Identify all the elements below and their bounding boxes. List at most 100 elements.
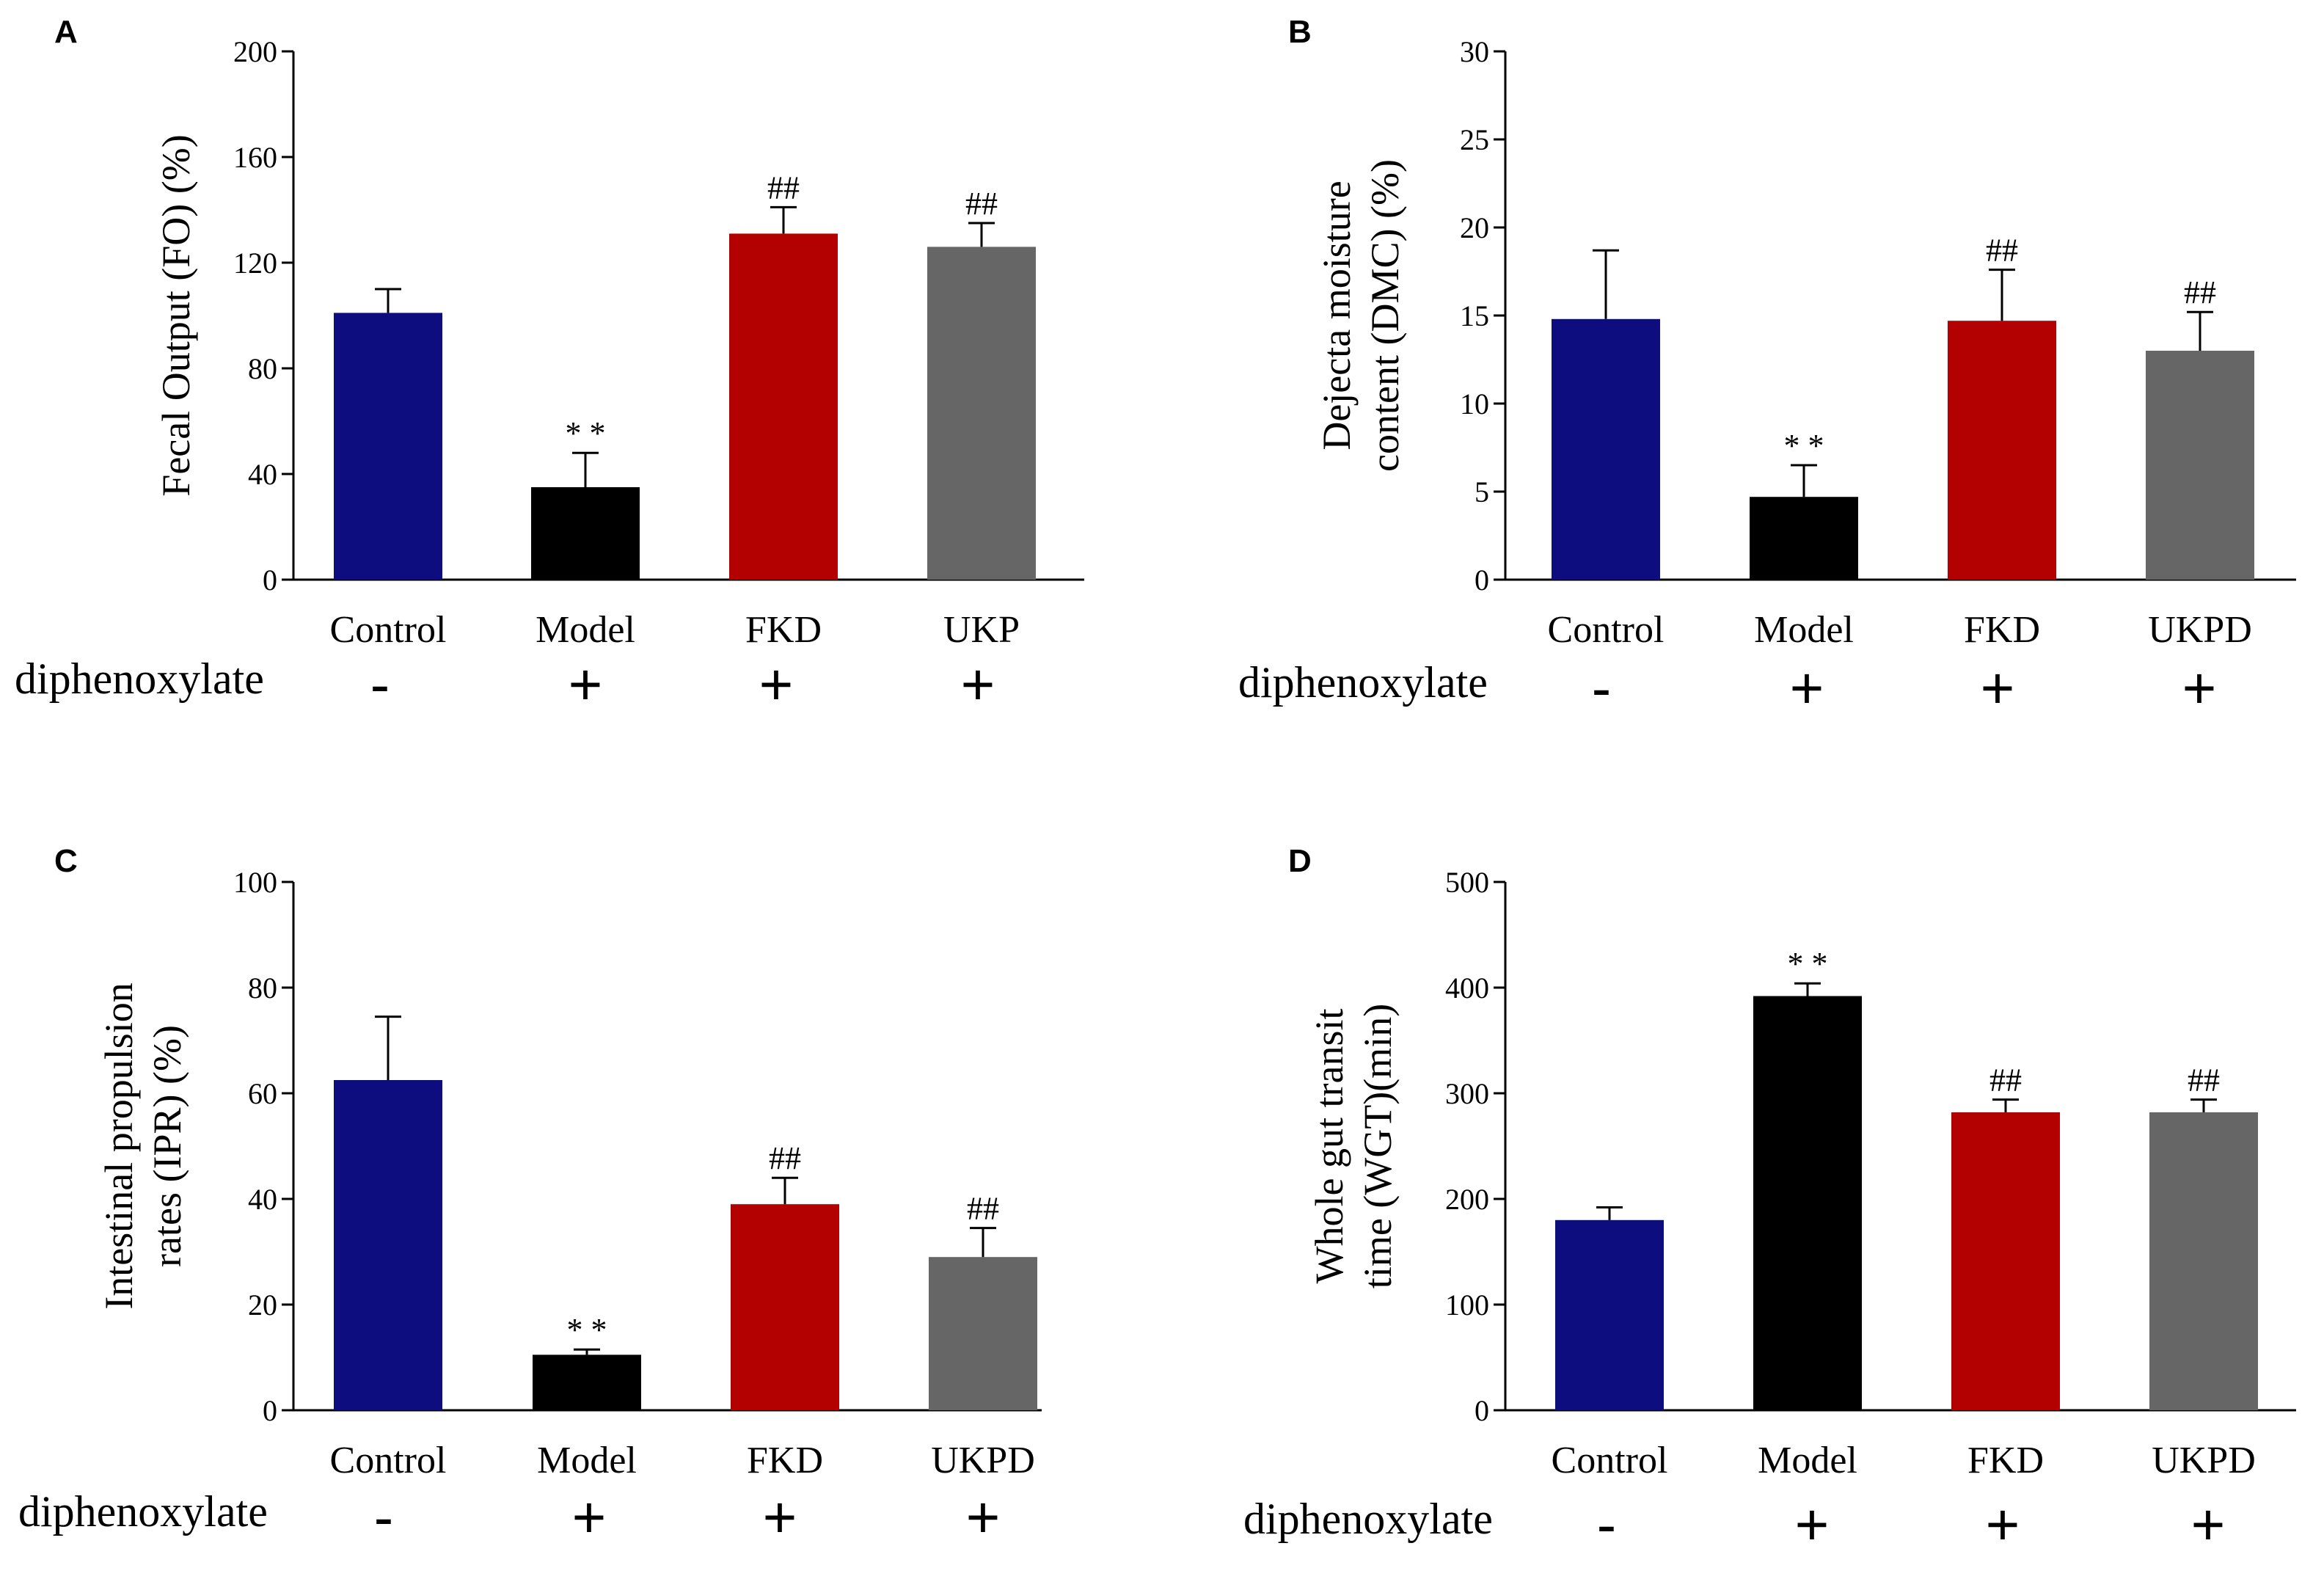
- y-axis-label-line: Fecal Output (FO) (%): [154, 134, 198, 496]
- category-label: Control: [1548, 609, 1665, 651]
- bar-fkd: [729, 233, 838, 580]
- treatment-sign: -: [1592, 655, 1612, 721]
- category-label: Control: [330, 1440, 447, 1481]
- category-label: Control: [330, 609, 447, 651]
- bar-fkd: [1951, 1112, 2060, 1410]
- y-tick-label: 15: [1460, 299, 1489, 332]
- y-tick-label: 10: [1460, 387, 1489, 420]
- y-tick-label: 0: [263, 1394, 277, 1427]
- y-tick-label: 40: [248, 458, 277, 491]
- panel-letter: A: [54, 14, 78, 50]
- y-tick-label: 40: [248, 1183, 277, 1216]
- treatment-sign: +: [763, 1484, 797, 1550]
- y-tick-label: 25: [1460, 123, 1489, 156]
- y-axis-label-line: Whole gut transit: [1307, 1009, 1351, 1284]
- treatment-sign: +: [1790, 655, 1824, 721]
- treatment-sign: +: [1981, 655, 2015, 721]
- bar-ukpd: [2149, 1112, 2258, 1410]
- treatment-sign: +: [1986, 1492, 2020, 1557]
- y-tick-label: 500: [1445, 866, 1489, 899]
- y-axis-label-line: content (DMC) (%): [1363, 159, 1407, 472]
- significance-label: * *: [1784, 428, 1824, 464]
- y-tick-label: 80: [248, 971, 277, 1004]
- treatment-sign: -: [1597, 1492, 1617, 1557]
- category-label: Model: [537, 1440, 637, 1481]
- y-axis-label-line: rates (IPR) (%): [145, 1025, 189, 1267]
- y-tick-label: 0: [263, 564, 277, 597]
- significance-label: ##: [767, 169, 800, 205]
- y-axis-label-line: time (WGT)(min): [1356, 1004, 1400, 1288]
- treatment-label: diphenoxylate: [18, 1487, 268, 1536]
- y-tick-label: 5: [1475, 475, 1489, 508]
- y-tick-label: 80: [248, 352, 277, 385]
- category-label: FKD: [1964, 609, 2040, 651]
- significance-label: * *: [1788, 946, 1828, 982]
- category-label: Control: [1552, 1440, 1668, 1481]
- category-label: UKPD: [931, 1440, 1035, 1481]
- treatment-sign: +: [2182, 655, 2217, 721]
- treatment-sign: -: [370, 652, 390, 717]
- bar-ukpd: [929, 1257, 1037, 1410]
- y-tick-label: 30: [1460, 35, 1489, 68]
- chart-panel-d: D 0 100 200 300 400 500 Whole gut transit time (…: [1243, 843, 2296, 1557]
- significance-label: ##: [769, 1140, 801, 1176]
- category-label: FKD: [747, 1440, 823, 1481]
- category-label: FKD: [1967, 1440, 2044, 1481]
- bar-model: [1750, 497, 1858, 580]
- treatment-sign: -: [374, 1484, 394, 1550]
- significance-label: ##: [965, 186, 998, 222]
- significance-label: ##: [1986, 233, 2018, 269]
- y-axis-label: Dejecta moisture content (DMC) (%): [1315, 159, 1407, 472]
- category-label: Model: [1758, 1440, 1857, 1481]
- treatment-sign: +: [569, 652, 603, 717]
- bar-control: [334, 313, 442, 580]
- y-tick-label: 300: [1445, 1077, 1489, 1110]
- y-tick-label: 0: [1475, 564, 1489, 597]
- y-axis-label: Intestinal propulsion rates (IPR) (%): [97, 982, 189, 1309]
- treatment-label: diphenoxylate: [1238, 658, 1488, 707]
- y-tick-label: 120: [233, 247, 277, 280]
- category-label: UKP: [943, 609, 1020, 651]
- chart-panel-b: B 0 5 10 15 20 25 30 Dejecta moisture content (DM…: [1238, 14, 2296, 721]
- y-tick-label: 100: [1445, 1288, 1489, 1321]
- y-tick-label: 60: [248, 1077, 277, 1110]
- bar-ukp: [927, 247, 1036, 580]
- significance-label: * *: [566, 415, 606, 451]
- treatment-sign: +: [572, 1484, 607, 1550]
- bar-fkd: [731, 1204, 839, 1410]
- bar-model: [531, 487, 640, 580]
- bar-model: [1753, 996, 1862, 1410]
- bar-control: [334, 1080, 442, 1410]
- y-axis-label: Fecal Output (FO) (%): [154, 134, 198, 496]
- treatment-sign: +: [966, 1484, 1001, 1550]
- treatment-sign: +: [2191, 1492, 2226, 1557]
- y-tick-label: 200: [1445, 1183, 1489, 1216]
- significance-label: * *: [567, 1312, 607, 1348]
- y-tick-label: 20: [248, 1288, 277, 1321]
- chart-panel-a: A 0 40 80 120 160 200 Fecal Output (FO) (%) Cont…: [15, 14, 1084, 717]
- y-tick-label: 400: [1445, 971, 1489, 1004]
- treatment-sign: +: [961, 652, 995, 717]
- y-axis-label-line: Dejecta moisture: [1315, 180, 1359, 450]
- chart-panel-c: C 0 20 40 60 80 100 Intestinal propulsion rates …: [18, 843, 1042, 1550]
- y-tick-label: 100: [233, 866, 277, 899]
- panel-letter: D: [1288, 843, 1312, 879]
- bar-control: [1555, 1219, 1664, 1410]
- category-label: Model: [1754, 609, 1854, 651]
- treatment-sign: +: [759, 652, 794, 717]
- bar-fkd: [1948, 321, 2056, 580]
- y-tick-label: 200: [233, 35, 277, 68]
- category-label: FKD: [745, 609, 822, 651]
- bar-control: [1552, 318, 1660, 580]
- y-axis-label-line: Intestinal propulsion: [97, 982, 141, 1309]
- bar-ukpd: [2146, 351, 2254, 580]
- y-tick-label: 0: [1475, 1394, 1489, 1427]
- significance-label: ##: [2188, 1062, 2220, 1098]
- significance-label: ##: [2184, 274, 2216, 310]
- category-label: UKPD: [2148, 609, 2252, 651]
- panel-letter: B: [1288, 14, 1312, 50]
- significance-label: ##: [1989, 1062, 2022, 1098]
- significance-label: ##: [967, 1191, 999, 1227]
- treatment-label: diphenoxylate: [1243, 1495, 1493, 1543]
- panel-letter: C: [54, 843, 78, 879]
